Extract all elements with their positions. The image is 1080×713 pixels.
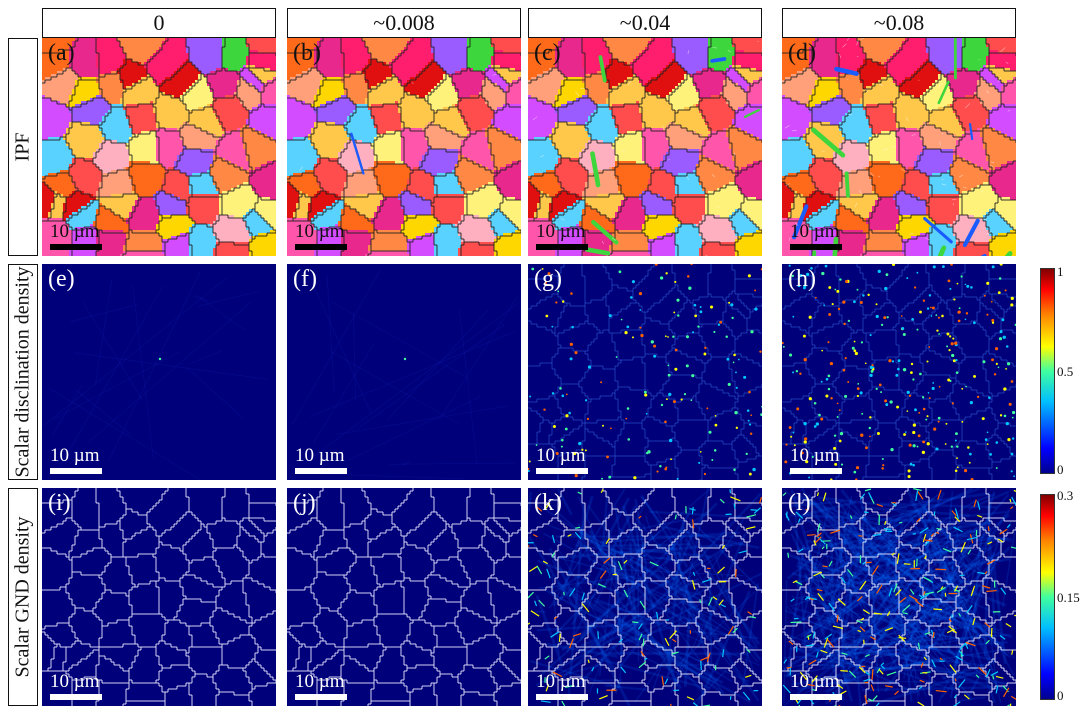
colorbar-tick-max: 1 xyxy=(1057,264,1064,280)
panel-label: (j) xyxy=(293,490,316,517)
scale-bar: 10 µm xyxy=(50,221,108,250)
column-header-strain-0008: ~0.008 xyxy=(287,8,521,38)
ipf-map-panel-c: (c) 10 µm xyxy=(528,38,762,256)
colorbar-disclination xyxy=(1040,268,1055,474)
ipf-map-panel-d: (d) 10 µm xyxy=(782,38,1016,256)
panel-label: (i) xyxy=(48,490,71,517)
panel-label: (l) xyxy=(788,490,811,517)
gnd-map-panel-k: (k) 10 µm xyxy=(528,488,762,706)
panel-label: (a) xyxy=(48,40,75,67)
ipf-map-panel-a: (a) 10 µm xyxy=(42,38,276,256)
panel-label: (k) xyxy=(534,490,562,517)
gnd-map-panel-j: (j) 10 µm xyxy=(287,488,521,706)
panel-label: (b) xyxy=(293,40,321,67)
disclination-map-panel-h: (h) 10 µm xyxy=(782,264,1016,480)
disclination-map-panel-e: (e) 10 µm xyxy=(42,264,276,480)
row-label-gnd: Scalar GND density xyxy=(8,488,38,706)
scale-bar: 10 µm xyxy=(50,445,108,474)
panel-label: (e) xyxy=(48,266,75,293)
disclination-map-panel-g: (g) 10 µm xyxy=(528,264,762,480)
row-label-disclination: Scalar disclination density xyxy=(8,264,38,480)
scale-bar: 10 µm xyxy=(536,671,594,700)
ipf-map-panel-b: (b) 10 µm xyxy=(287,38,521,256)
colorbar-tick-mid: 0.15 xyxy=(1057,590,1080,606)
gnd-map-panel-i: (i) 10 µm xyxy=(42,488,276,706)
column-header-strain-008: ~0.08 xyxy=(782,8,1016,38)
colorbar-tick-mid: 0.5 xyxy=(1057,364,1073,380)
panel-label: (g) xyxy=(534,266,562,293)
panel-label: (f) xyxy=(293,266,317,293)
scale-bar: 10 µm xyxy=(536,445,594,474)
disclination-map-panel-f: (f) 10 µm xyxy=(287,264,521,480)
panel-label: (h) xyxy=(788,266,816,293)
scale-bar: 10 µm xyxy=(790,221,848,250)
colorbar-tick-max: 0.3 xyxy=(1057,488,1073,504)
scale-bar: 10 µm xyxy=(295,445,353,474)
scale-bar: 10 µm xyxy=(295,221,353,250)
colorbar-tick-min: 0 xyxy=(1057,462,1064,478)
scale-bar: 10 µm xyxy=(790,671,848,700)
row-label-ipf: IPF xyxy=(8,38,38,256)
colorbar-tick-min: 0 xyxy=(1057,688,1064,704)
colorbar-gnd xyxy=(1040,494,1055,700)
scale-bar: 10 µm xyxy=(790,445,848,474)
scale-bar: 10 µm xyxy=(536,221,594,250)
scale-bar: 10 µm xyxy=(50,671,108,700)
scale-bar: 10 µm xyxy=(295,671,353,700)
column-header-strain-0: 0 xyxy=(42,8,276,38)
panel-label: (c) xyxy=(534,40,561,67)
panel-label: (d) xyxy=(788,40,816,67)
column-header-strain-004: ~0.04 xyxy=(528,8,762,38)
gnd-map-panel-l: (l) 10 µm xyxy=(782,488,1016,706)
